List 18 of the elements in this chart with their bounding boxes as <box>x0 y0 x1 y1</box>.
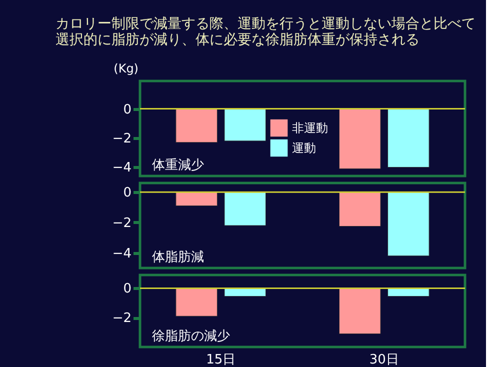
y-axis-title: (Kg) <box>114 62 138 76</box>
chart-title: カロリー制限で減量する際、運動を行うと運動しない場合と比べて <box>56 16 476 32</box>
y-tick-label: 0 <box>123 282 132 297</box>
legend-label: 運動 <box>292 141 316 155</box>
y-tick-label: −4 <box>112 246 132 262</box>
annotation: 体重減少 <box>152 158 204 173</box>
y-tick-label: 0 <box>123 186 132 201</box>
x-tick-label: 15日 <box>206 352 236 367</box>
y-tick-label: −4 <box>112 160 132 176</box>
x-tick-label: 30日 <box>369 352 399 367</box>
y-tick-label: −2 <box>112 216 132 231</box>
y-tick-label: −2 <box>112 132 132 146</box>
y-tick-label: −2 <box>112 311 132 326</box>
legend-label: 非運動 <box>292 121 328 135</box>
chart-subtitle: 選択的に脂肪が減り、体に必要な徐脂肪体重が保持される <box>56 32 420 48</box>
annotation: 徐脂肪の減少 <box>152 329 230 344</box>
annotation: 体脂肪減 <box>152 250 204 265</box>
y-tick-label: 0 <box>123 102 132 118</box>
